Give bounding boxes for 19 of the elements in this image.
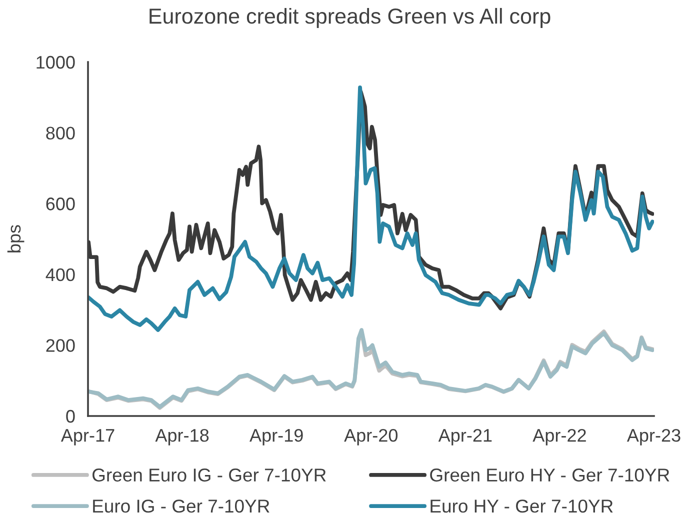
legend-label: Euro IG - Ger 7-10YR	[93, 500, 270, 513]
chart-title: Eurozone credit spreads Green vs All corp	[150, 8, 550, 28]
y-tick-label: 200	[46, 339, 75, 352]
y-tick-label: 400	[46, 268, 75, 282]
y-tick-label: 0	[66, 410, 75, 423]
x-tick-label: Apr-17	[60, 429, 114, 446]
legend-label: Green Euro IG - Ger 7-10YR	[92, 468, 326, 482]
x-tick-label: Apr-22	[532, 428, 586, 446]
x-tick-label: Apr-20	[344, 428, 398, 446]
legend-label: Green Euro HY - Ger 7-10YR	[430, 468, 670, 482]
y-axis-title: bps	[7, 225, 24, 252]
y-tick-label: 600	[46, 198, 75, 210]
legend-label: Euro HY - Ger 7-10YR	[430, 500, 613, 513]
x-tick-label: Apr-18	[155, 428, 209, 446]
y-tick-label: 1000	[36, 56, 75, 69]
x-tick-label: Apr-23	[626, 428, 680, 446]
x-tick-label: Apr-21	[438, 428, 492, 446]
x-tick-label: Apr-19	[250, 428, 303, 446]
y-tick-label: 800	[46, 126, 75, 140]
